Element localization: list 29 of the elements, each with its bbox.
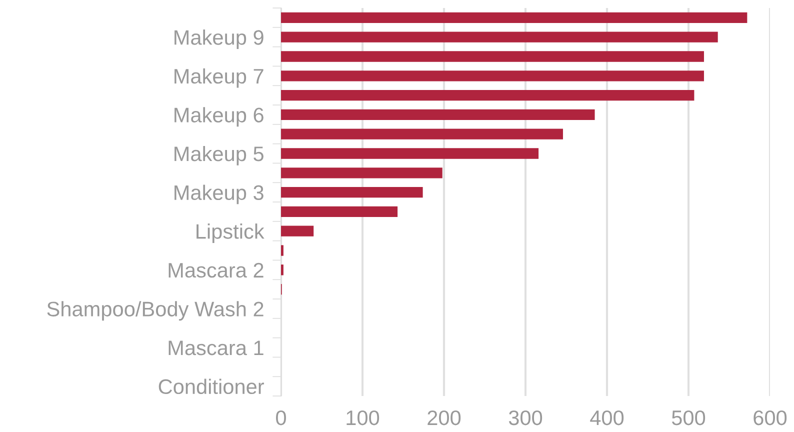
bar [281, 206, 398, 218]
bar [281, 109, 595, 120]
y-tick-label: Mascara 1 [168, 340, 264, 356]
x-tick-label: 400 [590, 410, 624, 426]
bar [281, 51, 704, 62]
bar [281, 168, 442, 178]
bar [281, 148, 539, 159]
y-tick-label: Conditioner [158, 378, 264, 394]
x-tick-label: 600 [754, 410, 787, 426]
y-tick-label: Makeup 6 [174, 107, 264, 127]
y-tick-label: Makeup 9 [174, 30, 264, 49]
x-tick-label: 200 [428, 410, 461, 426]
x-tick-label: 500 [672, 410, 706, 426]
bar [281, 70, 704, 82]
y-tick-label: Mascara 2 [168, 262, 264, 278]
y-tick-label: Shampoo/Body Wash 2 [47, 301, 264, 321]
bar [281, 226, 314, 236]
bar [281, 32, 718, 42]
bar [281, 186, 423, 198]
y-tick-label: Makeup 7 [174, 68, 264, 88]
bar [281, 128, 563, 140]
y-tick-label: Lipstick [196, 224, 264, 243]
bar [281, 12, 748, 24]
bar [281, 90, 694, 101]
x-tick-label: 100 [346, 410, 380, 426]
x-tick-label: 0 [276, 410, 286, 426]
y-tick-label: Makeup 5 [174, 146, 264, 166]
y-tick-label: Makeup 3 [174, 184, 264, 204]
x-tick-label: 300 [508, 410, 542, 426]
